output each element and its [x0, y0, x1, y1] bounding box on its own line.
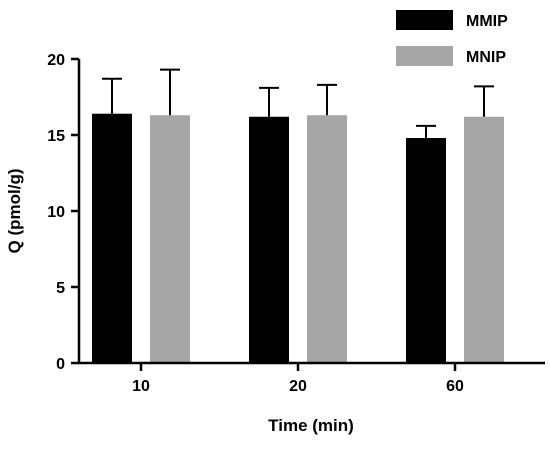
x-tick-label-20: 20 — [289, 378, 307, 395]
bar-mnip-20 — [307, 115, 347, 364]
bar-mnip-10 — [150, 115, 190, 364]
bar-mmip-20 — [249, 116, 289, 363]
x-tick-label-60: 60 — [446, 378, 464, 395]
x-tick-label-10: 10 — [132, 378, 150, 395]
error-bars-layer — [102, 68, 494, 139]
bar-mnip-60 — [464, 116, 504, 363]
bar-mmip-10 — [92, 113, 132, 363]
y-ticks: 0 5 10 15 20 — [47, 52, 79, 373]
bars-layer — [92, 113, 504, 364]
legend-label-mmip: MMIP — [466, 13, 508, 30]
legend-swatch-mmip — [396, 10, 453, 30]
y-tick-label-5: 5 — [56, 280, 65, 297]
y-tick-label-0: 0 — [56, 356, 65, 373]
legend: MMIP MNIP — [396, 10, 508, 66]
legend-swatch-mnip — [396, 46, 453, 66]
legend-label-mnip: MNIP — [466, 49, 506, 66]
x-axis-title: Time (min) — [268, 416, 354, 435]
y-tick-label-10: 10 — [47, 204, 65, 221]
bar-mmip-60 — [406, 138, 446, 363]
y-axis-title: Q (pmol/g) — [5, 169, 24, 254]
y-tick-label-15: 15 — [47, 128, 65, 145]
x-ticks: 10 20 60 — [132, 363, 464, 395]
y-tick-label-20: 20 — [47, 52, 65, 69]
